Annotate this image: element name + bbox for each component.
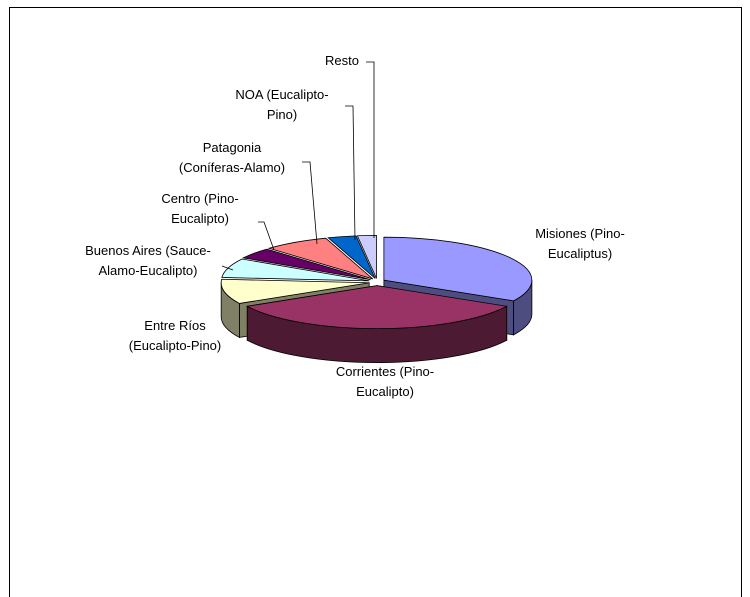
slice-label: Patagonia (Coníferas-Alamo) bbox=[179, 140, 285, 175]
label-leader-line bbox=[366, 61, 375, 238]
slice-label: Buenos Aires (Sauce-Alamo-Eucalipto) bbox=[85, 243, 211, 278]
pie-slice bbox=[267, 237, 374, 280]
slice-label: Corrientes (Pino-Eucalipto) bbox=[336, 364, 434, 399]
slice-label: NOA (Eucalipto-Pino) bbox=[235, 87, 328, 122]
pie-slice bbox=[356, 235, 377, 279]
pie-slice bbox=[221, 258, 370, 282]
slice-label: Entre Ríos (Eucalipto-Pino) bbox=[129, 318, 222, 353]
slice-label: Misiones (Pino-Eucaliptus) bbox=[535, 226, 625, 261]
pie-slice bbox=[220, 278, 370, 304]
slice-label: Centro (Pino-Eucalipto) bbox=[161, 191, 238, 226]
label-leader-line bbox=[345, 105, 356, 241]
label-leader-line bbox=[258, 221, 275, 251]
label-leader-line bbox=[302, 161, 318, 245]
pie-slice bbox=[383, 236, 533, 302]
slice-label: Resto bbox=[325, 53, 359, 68]
pie-slice bbox=[327, 235, 376, 279]
pie-slice bbox=[242, 248, 371, 281]
label-leader-line bbox=[221, 265, 234, 271]
pie-labels: Misiones (Pino-Eucaliptus) Corrientes (Pi… bbox=[85, 53, 625, 399]
pie-slice bbox=[246, 285, 508, 330]
pie-tops bbox=[220, 235, 533, 330]
chart-frame bbox=[9, 7, 742, 597]
